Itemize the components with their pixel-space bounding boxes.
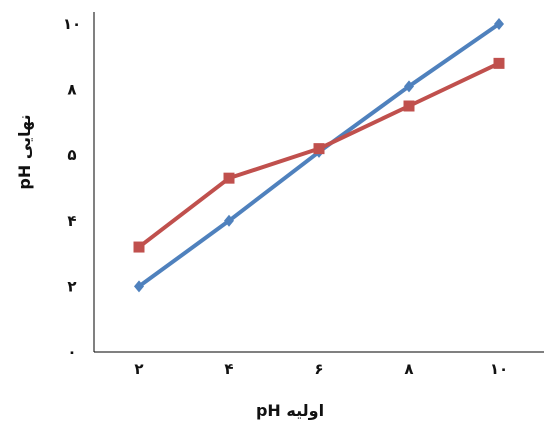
data-point [313,143,325,155]
data-point [134,280,144,293]
x-axis-title: pH اولیه [256,401,324,420]
y-tick-label: ۱۰ [63,15,81,33]
y-tick-label: ۲ [67,277,76,295]
axes [93,12,544,353]
y-axis-title: pH نهایی [15,114,34,189]
x-tick-label: ۸ [404,360,413,378]
data-point [493,57,505,69]
y-tick-label: ۵ [67,146,76,164]
x-tick-label: ۱۰ [490,360,508,378]
x-tick-label: ۴ [224,360,233,378]
x-tick-label: ۲ [134,360,143,378]
series [133,18,505,293]
data-point [404,80,414,93]
data-point [494,18,504,30]
ticks: ۰ ۲ ۴ ۵ ۸ ۱۰ ۲ ۴ ۶ ۸ ۱۰ [63,15,508,378]
x-tick-label: ۶ [314,360,323,378]
data-point [133,241,145,253]
y-tick-label: ۴ [67,212,76,230]
y-tick-label: ۰ [67,343,76,361]
y-tick-label: ۸ [67,81,76,99]
data-point [223,172,235,184]
data-point [224,214,234,227]
data-point [403,100,415,112]
